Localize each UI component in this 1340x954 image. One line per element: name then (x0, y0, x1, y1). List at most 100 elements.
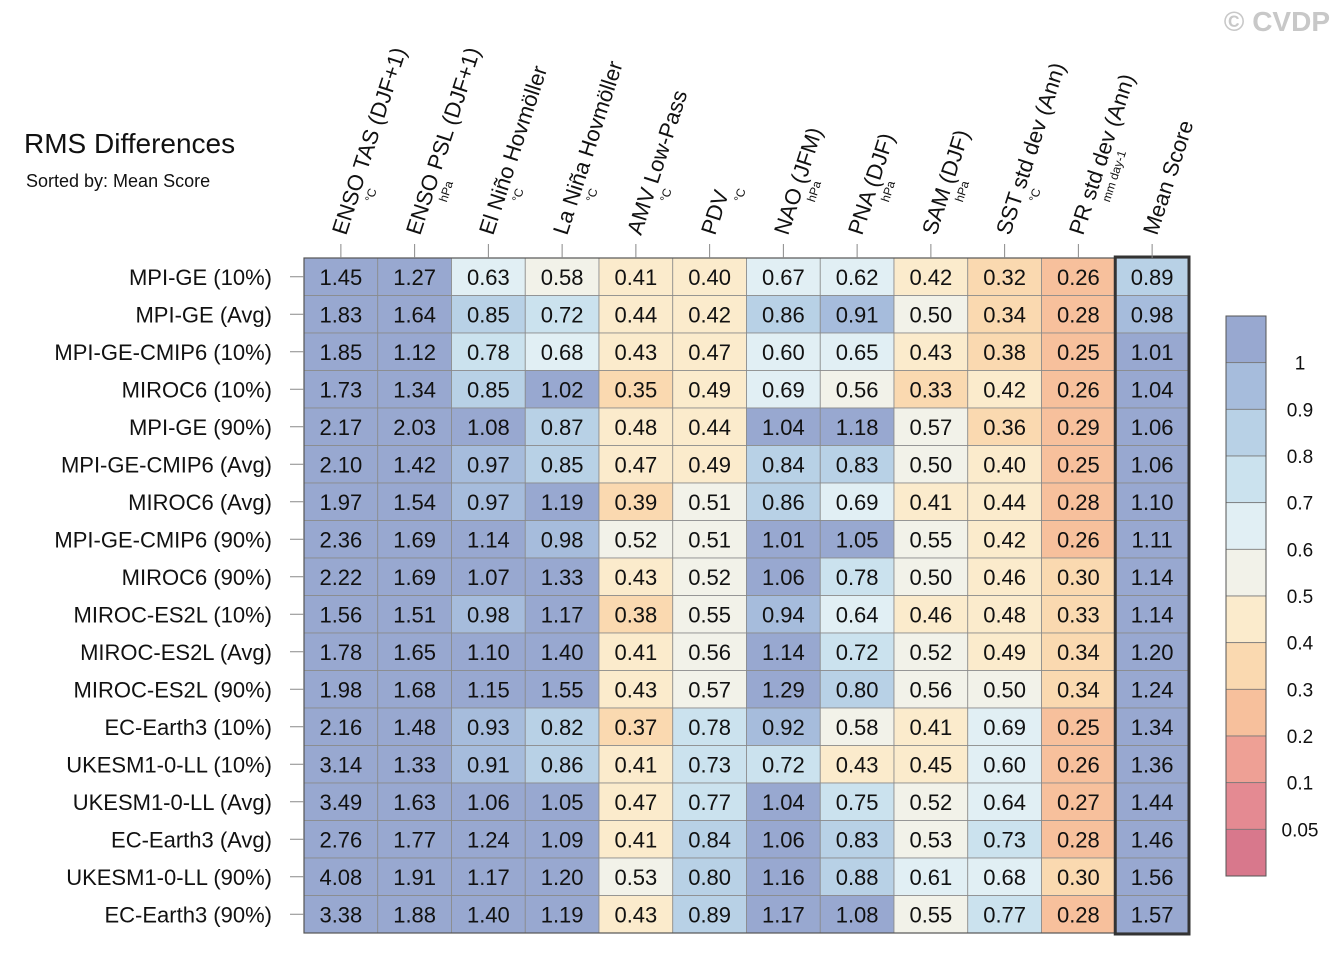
heatmap-cell (303, 295, 379, 334)
cell-value-label: 1.04 (762, 790, 805, 815)
cell-value-label: 1.40 (541, 640, 584, 665)
heatmap-cell (1041, 257, 1116, 296)
colorbar-swatch (1225, 828, 1267, 877)
colorbar-label: 1 (1295, 354, 1306, 375)
heatmap-cell (746, 895, 821, 934)
heatmap-cell (377, 595, 452, 634)
cell-value-label: 0.43 (614, 340, 657, 365)
heatmap-cell (524, 707, 600, 746)
heatmap-cell (598, 520, 674, 559)
cell-value-label: 1.16 (762, 865, 805, 890)
heatmap-cell (1114, 370, 1190, 409)
colorbar-label: 0.5 (1287, 587, 1313, 608)
cell-value-label: 0.40 (688, 265, 731, 290)
cell-value-label: 0.41 (614, 640, 657, 665)
cell-value-label: 0.87 (541, 415, 584, 440)
cell-value-label: 0.41 (614, 265, 657, 290)
heatmap-cell (598, 745, 674, 784)
colorbar-label: 0.9 (1287, 400, 1313, 421)
cell-value-label: 0.97 (467, 490, 510, 515)
heatmap-cell (524, 670, 600, 709)
heatmap-cell (746, 332, 821, 371)
row-label: MIROC-ES2L (10%) (74, 602, 272, 627)
cell-value-label: 0.65 (836, 340, 879, 365)
heatmap-cell (451, 707, 526, 746)
heatmap-cell (598, 557, 674, 596)
cell-value-label: 0.42 (909, 265, 952, 290)
cell-value-label: 1.36 (1131, 752, 1174, 777)
heatmap-cell (1041, 895, 1116, 934)
heatmap-cell (524, 857, 600, 896)
cell-value-label: 1.02 (541, 377, 584, 402)
heatmap-cell (967, 670, 1042, 709)
cell-value-label: 0.38 (983, 340, 1026, 365)
cell-value-label: 0.42 (983, 527, 1026, 552)
heatmap-cell (598, 895, 674, 934)
cell-value-label: 1.57 (1131, 902, 1174, 927)
cell-value-label: 0.86 (541, 752, 584, 777)
heatmap-cell (967, 895, 1042, 934)
heatmap-cell (377, 520, 452, 559)
cell-value-label: 1.09 (541, 827, 584, 852)
heatmap-cell (746, 782, 821, 821)
heatmap-cell (967, 782, 1042, 821)
colorbar-swatch (1225, 502, 1267, 550)
cell-value-label: 0.33 (909, 377, 952, 402)
heatmap-cell (967, 520, 1042, 559)
cell-value-label: 1.56 (319, 602, 362, 627)
cell-value-label: 0.47 (688, 340, 731, 365)
heatmap-cell (1041, 670, 1116, 709)
cell-value-label: 0.50 (909, 565, 952, 590)
cell-value-label: 1.83 (319, 302, 362, 327)
cell-value-label: 2.03 (393, 415, 436, 440)
cell-value-label: 0.88 (836, 865, 879, 890)
heatmap-cell (598, 595, 674, 634)
cell-value-label: 0.84 (762, 452, 805, 477)
cell-value-label: 1.19 (541, 490, 584, 515)
heatmap-cell (967, 370, 1042, 409)
heatmap-cell (746, 295, 821, 334)
row-label: UKESM1-0-LL (Avg) (73, 790, 272, 815)
cell-value-label: 0.89 (688, 902, 731, 927)
cell-value-label: 1.88 (393, 902, 436, 927)
cell-value-label: 0.58 (541, 265, 584, 290)
heatmap-cell (672, 445, 747, 484)
cell-value-label: 0.43 (614, 677, 657, 702)
colorbar-swatch (1225, 595, 1267, 644)
cell-value-label: 0.85 (541, 452, 584, 477)
cell-value-label: 0.91 (836, 302, 879, 327)
cell-value-label: 1.77 (393, 827, 436, 852)
heatmap-cell (819, 520, 895, 559)
cell-value-label: 0.28 (1057, 902, 1100, 927)
heatmap-cell (303, 482, 379, 521)
cell-value-label: 0.73 (983, 827, 1026, 852)
heatmap-cell (377, 370, 452, 409)
heatmap-cell (524, 745, 600, 784)
cell-value-label: 1.17 (541, 602, 584, 627)
cell-value-label: 1.24 (1131, 677, 1174, 702)
heatmap-cell (672, 670, 747, 709)
cell-value-label: 0.72 (836, 640, 879, 665)
cell-value-label: 1.06 (1131, 415, 1174, 440)
colorbar-label: 0.3 (1287, 680, 1313, 701)
heatmap-cell (524, 820, 600, 859)
row-label: MIROC6 (10%) (122, 377, 272, 402)
cell-value-label: 0.44 (688, 415, 731, 440)
cell-value-label: 1.05 (541, 790, 584, 815)
cell-value-label: 1.29 (762, 677, 805, 702)
colorbar-label: 0.8 (1287, 447, 1313, 468)
heatmap-cell (1114, 520, 1190, 559)
cell-value-label: 1.04 (1131, 377, 1174, 402)
cell-value-label: 1.06 (762, 565, 805, 590)
heatmap-cell (451, 482, 526, 521)
heatmap-cell (598, 820, 674, 859)
cell-value-label: 3.38 (319, 902, 362, 927)
heatmap-cell (746, 595, 821, 634)
cell-value-label: 1.44 (1131, 790, 1174, 815)
heatmap-cell (967, 445, 1042, 484)
heatmap-cell (1114, 670, 1190, 709)
heatmap-cell (598, 632, 674, 671)
cell-value-label: 1.85 (319, 340, 362, 365)
cell-value-label: 0.60 (762, 340, 805, 365)
cell-value-label: 1.17 (762, 902, 805, 927)
